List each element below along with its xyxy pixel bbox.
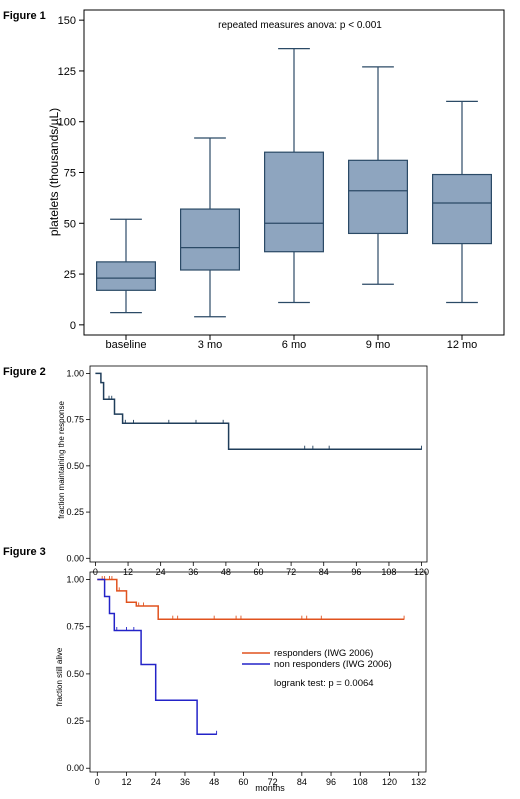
y-tick-label: 0.50 <box>66 669 84 679</box>
figure-1-annotation: repeated measures anova: p < 0.001 <box>218 20 382 31</box>
x-tick-label: 6 mo <box>282 339 306 351</box>
km-series-line-1 <box>97 578 217 736</box>
y-tick-label: 0.00 <box>66 763 84 773</box>
figure-2-ylabel: fraction maintaining the response <box>57 401 66 519</box>
x-tick-label: 96 <box>326 777 336 787</box>
y-tick-label: 50 <box>64 218 76 230</box>
x-tick-label: 12 <box>122 777 132 787</box>
x-tick-label: 48 <box>209 777 219 787</box>
box-iqr <box>180 208 241 271</box>
box-iqr <box>348 159 409 235</box>
figure-2-chart: fraction maintaining the response 0.00 0.… <box>57 365 429 577</box>
figure-3-label: Figure 3 <box>3 546 46 558</box>
y-tick-label: 150 <box>58 15 76 27</box>
x-tick-label: 108 <box>353 777 368 787</box>
figure-2-label: Figure 2 <box>3 366 46 378</box>
y-tick-label: 1.00 <box>66 575 84 585</box>
x-tick-label: 0 <box>95 777 100 787</box>
x-tick-label: 72 <box>268 777 278 787</box>
figure-3-frame <box>89 571 427 773</box>
box-6-mo <box>264 47 325 304</box>
figure-1-label: Figure 1 <box>3 10 46 22</box>
figure-3-xlabel: months <box>255 783 285 793</box>
y-tick-label: 0.00 <box>66 553 84 563</box>
figure-1-ylabel: platelets (thousands/µL) <box>47 108 61 236</box>
x-tick-label: 3 mo <box>198 339 222 351</box>
x-tick-label: 24 <box>151 777 161 787</box>
figure-3-chart: fraction still alive months 0.00 0.25 0.50… <box>55 571 427 793</box>
x-tick-label: 120 <box>382 777 397 787</box>
y-tick-label: 0.75 <box>66 415 84 425</box>
x-tick-label: 36 <box>180 777 190 787</box>
figure-1-chart: repeated measures anova: p < 0.001 plate… <box>47 9 505 351</box>
figure-3-annotation: logrank test: p = 0.0064 <box>274 678 374 689</box>
y-tick-label: 25 <box>64 269 76 281</box>
y-tick-label: 0.25 <box>66 507 84 517</box>
x-tick-label: 60 <box>238 777 248 787</box>
figure-3-ylabel: fraction still alive <box>55 647 64 706</box>
figure-2-frame <box>89 365 428 563</box>
x-tick-label: 84 <box>297 777 307 787</box>
box-iqr <box>432 173 493 245</box>
y-tick-label: 0.75 <box>66 622 84 632</box>
box-iqr <box>95 261 156 291</box>
y-tick-label: 75 <box>64 168 76 180</box>
box-12-mo <box>432 100 493 304</box>
x-tick-label: 132 <box>411 777 426 787</box>
x-tick-label: baseline <box>106 339 147 351</box>
box-9-mo <box>348 66 409 285</box>
x-tick-label: 9 mo <box>366 339 390 351</box>
y-tick-label: 100 <box>58 117 76 129</box>
y-tick-label: 1.00 <box>66 368 84 378</box>
y-tick-label: 0.50 <box>66 461 84 471</box>
box-iqr <box>264 151 325 253</box>
box-baseline <box>95 218 156 314</box>
y-tick-label: 0 <box>70 320 76 332</box>
x-tick-label: 12 mo <box>447 339 478 351</box>
legend-label-non-responders: non responders (IWG 2006) <box>274 659 392 670</box>
y-tick-label: 0.25 <box>66 716 84 726</box>
box-3-mo <box>180 137 241 318</box>
y-tick-label: 125 <box>58 66 76 78</box>
legend-label-responders: responders (IWG 2006) <box>274 648 373 659</box>
figure-3-legend: responders (IWG 2006) non responders (IW… <box>242 648 392 689</box>
km-series-line-0 <box>95 372 422 450</box>
km-series-line-0 <box>97 578 405 620</box>
